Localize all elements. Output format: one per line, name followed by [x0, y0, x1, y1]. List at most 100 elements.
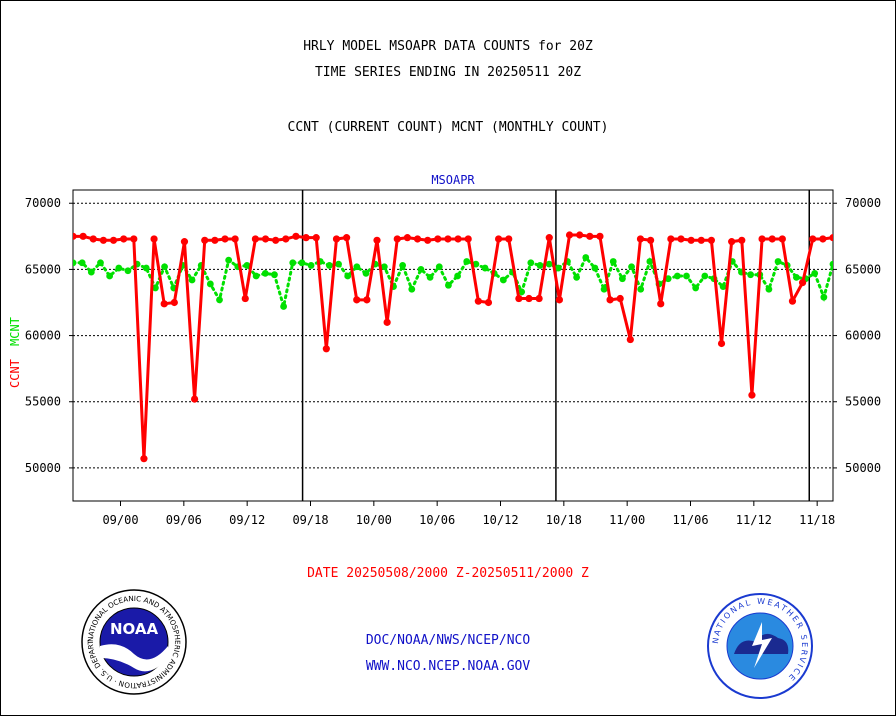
mcnt-data-point [701, 272, 709, 280]
ccnt-data-point [788, 297, 797, 305]
mcnt-data-point [115, 264, 123, 272]
mcnt-data-point [216, 296, 223, 304]
mcnt-data-point [106, 272, 114, 280]
x-tick-label: 10/00 [356, 513, 392, 527]
x-tick-label: 09/06 [166, 513, 202, 527]
mcnt-data-point [600, 285, 608, 293]
ccnt-data-point [819, 235, 827, 243]
mcnt-data-point [673, 272, 681, 280]
mcnt-data-point [353, 263, 361, 271]
ccnt-data-point [403, 234, 411, 242]
ccnt-data-point [170, 298, 178, 307]
ccnt-data-point [424, 236, 432, 244]
mcnt-data-point [609, 258, 617, 265]
mcnt-data-point [472, 260, 480, 268]
ccnt-data-point [434, 235, 442, 243]
mcnt-data-point [252, 272, 260, 280]
x-tick-label: 10/12 [482, 513, 518, 527]
nws-logo[interactable]: NATIONAL WEATHER SERVICE [706, 592, 814, 700]
ccnt-data-point [545, 234, 553, 242]
ccnt-data-point [150, 235, 158, 243]
ccnt-data-point [302, 234, 310, 242]
mcnt-data-point [591, 264, 599, 272]
ccnt-data-point [373, 236, 381, 244]
ccnt-data-point [474, 297, 482, 305]
mcnt-data-point [628, 263, 635, 271]
ccnt-data-point [687, 236, 695, 244]
mcnt-data-point [78, 259, 86, 267]
plot-title: MSOAPR [431, 173, 475, 187]
time-series-chart: 50000 50000 55000 55000 60000 60000 65000 65000… [8, 173, 881, 527]
ccnt-data-point [495, 235, 503, 243]
ccnt-data-point [251, 235, 259, 243]
mcnt-data-point [399, 262, 407, 269]
mcnt-data-point [142, 264, 150, 272]
series-group [73, 231, 833, 463]
mcnt-data-point [206, 280, 214, 288]
mcnt-data-point [362, 269, 370, 277]
y-axis-label-ccnt: CCNT [8, 359, 22, 388]
mcnt-data-point [527, 259, 535, 267]
ccnt-data-point [241, 294, 249, 303]
y-tick-label-right: 65000 [845, 262, 881, 276]
ccnt-data-point [677, 235, 685, 243]
ccnt-data-point [484, 298, 493, 307]
mcnt-data-point [618, 275, 626, 283]
ccnt-data-point [109, 236, 118, 244]
mcnt-data-point [518, 288, 526, 296]
mcnt-data-point [454, 272, 461, 280]
ccnt-data-point [211, 236, 219, 244]
y-tick-label-right: 50000 [845, 461, 881, 475]
y-tick-label-right: 70000 [845, 196, 881, 210]
mcnt-data-point [499, 276, 507, 284]
ccnt-data-point [322, 345, 330, 353]
ccnt-data-point [353, 296, 361, 304]
mcnt-data-point [445, 281, 452, 289]
ccnt-data-point [130, 235, 138, 243]
noaa-logo[interactable]: NATIONAL OCEANIC AND ATMOSPHERIC ADMINIS… [80, 588, 188, 696]
mcnt-data-point [325, 262, 333, 269]
ccnt-data-point [596, 232, 604, 240]
plot-frame [72, 189, 834, 502]
mcnt-data-point [271, 271, 278, 279]
ccnt-data-point [393, 235, 401, 243]
mcnt-data-point [225, 256, 233, 264]
mcnt-data-point [811, 269, 819, 277]
ccnt-data-point [89, 235, 97, 243]
y-tick-label-left: 55000 [25, 395, 61, 409]
mcnt-data-point [545, 260, 553, 268]
chart-title-line2: TIME SERIES ENDING IN 20250511 20Z [314, 65, 582, 80]
ccnt-data-point [160, 300, 168, 308]
ccnt-data-point [231, 235, 239, 243]
ccnt-data-point [697, 236, 705, 244]
mcnt-data-point [463, 258, 471, 265]
ccnt-data-point [272, 236, 280, 244]
mcnt-data-point [573, 273, 581, 281]
mcnt-data-point [243, 262, 251, 269]
mcnt-data-point [554, 264, 562, 272]
ccnt-data-point [748, 391, 756, 399]
ccnt-data-point [657, 300, 665, 308]
website-link[interactable]: WWW.NCO.NCEP.NOAA.GOV [365, 659, 531, 674]
mcnt-data-point [335, 260, 342, 268]
mcnt-data-point [435, 263, 443, 271]
ccnt-data-point [140, 455, 148, 463]
ccnt-series-line [73, 233, 833, 461]
y-axis-label-mcnt: MCNT [8, 317, 22, 346]
mcnt-data-point [152, 284, 159, 292]
ccnt-data-point [515, 294, 523, 303]
mcnt-data-point [87, 268, 95, 276]
mcnt-data-point [417, 266, 425, 273]
y-tick-label-right: 60000 [845, 329, 881, 343]
x-tick-label: 09/12 [229, 513, 265, 527]
ccnt-data-point [413, 235, 422, 243]
noaa-logo-label: NOAA [110, 620, 159, 638]
x-tick-label: 11/00 [609, 513, 645, 527]
agency-link[interactable]: DOC/NOAA/NWS/NCEP/NCO [365, 633, 531, 648]
x-tick-label: 10/18 [546, 513, 582, 527]
ccnt-data-point [79, 232, 87, 240]
ccnt-data-point [768, 235, 776, 243]
mcnt-data-point [280, 303, 288, 310]
mcnt-data-point [646, 258, 654, 265]
mcnt-data-point [582, 254, 590, 261]
